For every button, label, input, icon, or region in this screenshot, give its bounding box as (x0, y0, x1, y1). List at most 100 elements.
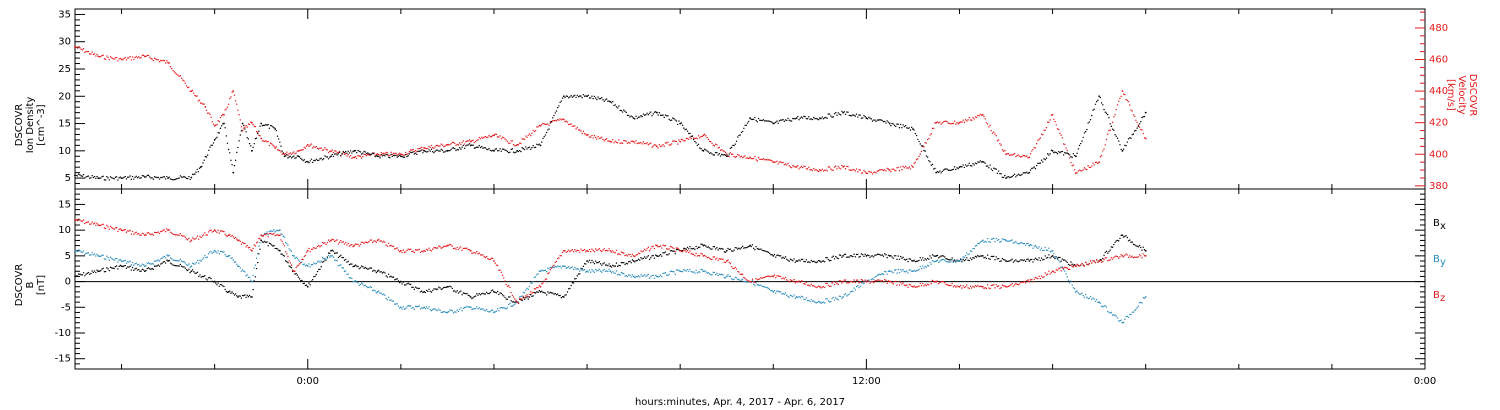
bx-fill-point (1045, 257, 1048, 259)
bz-fill-point (1018, 283, 1021, 285)
bx-fill-point (566, 291, 569, 293)
bx-fill-point (232, 292, 234, 295)
bz-point (516, 301, 519, 304)
velocity-fill-point (394, 152, 396, 155)
bz-fill-point (1048, 270, 1050, 272)
velocity-fill-point (429, 146, 431, 149)
bz-fill-point (468, 249, 471, 251)
bz-fill-point (590, 250, 592, 253)
bx-fill-point (390, 275, 392, 278)
bx-fill-point (200, 276, 202, 278)
bx-fill-point (191, 269, 194, 271)
velocity-fill-point (1078, 169, 1081, 171)
by-fill-point (488, 311, 490, 313)
bx-fill-point (989, 258, 991, 261)
by-fill-point (911, 270, 913, 273)
density-fill-point (831, 116, 833, 118)
bx-fill-point (770, 254, 772, 256)
velocity-fill-point (781, 161, 783, 164)
velocity-fill-point (968, 117, 970, 119)
velocity-fill-point (783, 164, 786, 166)
by-fill-point (287, 244, 289, 246)
by-fill-point (688, 270, 690, 272)
bx-fill-point (879, 253, 881, 256)
by-fill-point (752, 283, 755, 286)
bz-fill-point (160, 230, 162, 233)
bx-fill-point (846, 256, 848, 258)
bx-fill-point (951, 257, 953, 259)
bz-fill-point (1097, 261, 1099, 263)
by-fill-point (1100, 305, 1103, 307)
density-fill-point (1022, 172, 1024, 174)
density-fill-point (623, 109, 625, 111)
bx-fill-point (96, 269, 98, 271)
bx-fill-point (541, 290, 543, 292)
by-fill-point (217, 250, 219, 252)
bx-fill-point (993, 255, 995, 258)
bx-fill-point (685, 248, 687, 250)
bx-fill-point (721, 247, 723, 250)
by-fill-point (412, 306, 414, 309)
bz-fill-point (732, 267, 734, 270)
bz-fill-point (594, 248, 597, 250)
velocity-fill-point (710, 140, 712, 143)
density-fill-point (730, 146, 733, 149)
by-fill-point (717, 275, 719, 277)
bx-fill-point (92, 271, 95, 274)
bx-fill-point (102, 267, 104, 270)
velocity-point (306, 143, 309, 146)
bz-fill-point (650, 248, 652, 250)
density-fill-point (136, 177, 139, 179)
by-fill-point (149, 262, 151, 265)
bx-fill-point (596, 262, 598, 264)
bz-fill-point (580, 248, 582, 250)
bz-fill-point (1142, 253, 1144, 255)
by-fill-point (173, 259, 175, 261)
velocity-fill-point (156, 58, 158, 61)
bz-fill-point (270, 233, 273, 235)
velocity-fill-point (381, 153, 384, 155)
bx-fill-point (194, 272, 196, 274)
by-fill-point (948, 261, 951, 263)
bz-point (376, 239, 379, 242)
density-fill-point (124, 175, 126, 178)
velocity-fill-point (942, 121, 945, 123)
bx-fill-point (963, 260, 966, 262)
by-fill-point (511, 305, 514, 307)
by-fill-point (942, 258, 945, 261)
bx-fill-point (125, 267, 128, 270)
velocity-fill-point (196, 95, 198, 97)
bz-point (306, 249, 309, 252)
bx-fill-point (612, 264, 614, 267)
bz-fill-point (686, 250, 689, 252)
density-point (297, 155, 300, 158)
by-fill-point (172, 259, 174, 261)
density-fill-point (577, 96, 580, 98)
by-fill-point (860, 282, 863, 284)
by-fill-point (762, 285, 765, 288)
density-fill-point (994, 168, 996, 170)
bz-point (250, 249, 253, 252)
bx-fill-point (667, 254, 669, 256)
density-fill-point (169, 178, 172, 180)
bz-fill-point (296, 265, 298, 267)
density-fill-point (319, 158, 321, 160)
by-fill-point (402, 306, 405, 308)
bz-fill-point (934, 281, 936, 283)
bx-fill-point (106, 267, 108, 269)
density-fill-point (1119, 144, 1121, 146)
by-fill-point (697, 271, 700, 273)
bx-fill-point (778, 255, 781, 257)
bx-fill-point (141, 268, 144, 270)
bz-fill-point (81, 220, 84, 223)
by-fill-point (683, 269, 685, 271)
bx-point (912, 260, 914, 262)
bx-fill-point (474, 295, 477, 297)
density-fill-point (195, 171, 197, 173)
by-fill-point (1044, 246, 1046, 249)
bx-fill-point (870, 255, 872, 257)
density-fill-point (422, 152, 424, 154)
density-fill-point (855, 113, 858, 115)
density-fill-point (940, 172, 942, 174)
bz-fill-point (462, 247, 465, 250)
